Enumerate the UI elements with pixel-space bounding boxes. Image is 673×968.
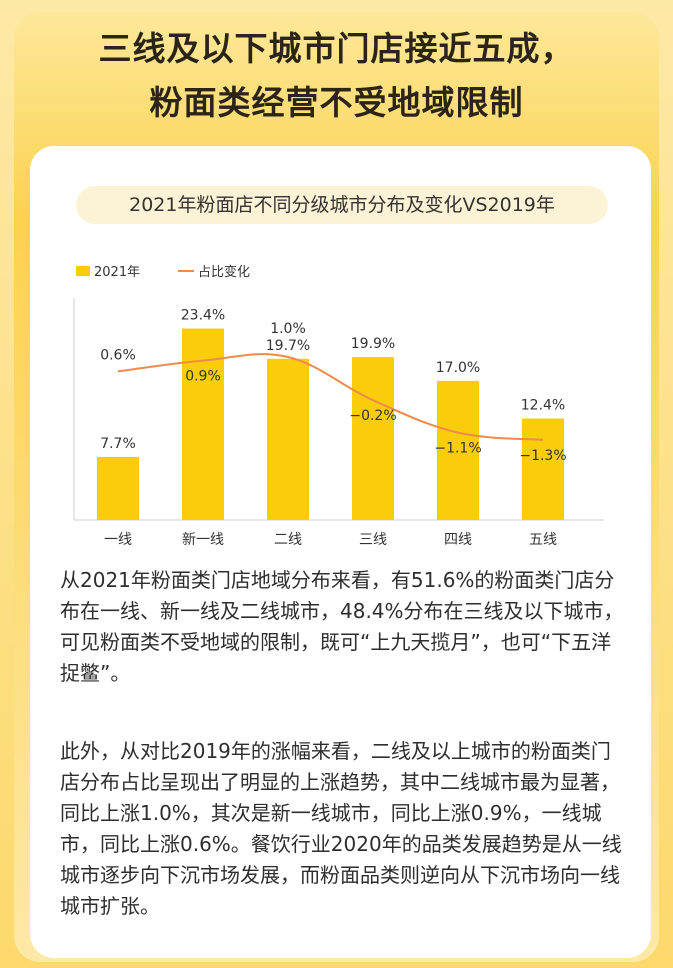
- content-panel: [30, 146, 651, 958]
- chart-title: 2021年粉面店不同分级城市分布及变化VS2019年: [129, 194, 555, 216]
- line-value-label: −0.2%: [349, 408, 396, 424]
- bar-value-label: 23.4%: [181, 307, 225, 323]
- line-value-label: −1.3%: [519, 448, 566, 464]
- legend-bar-swatch: [76, 266, 90, 276]
- legend-line-label: 占比变化: [198, 264, 250, 280]
- bar-line-chart: 2021年 占比变化 7.7% 一线 23.4% 新一线 19.7% 二线 19.9% 三线 17.…: [73, 264, 604, 548]
- line-series-change: [117, 353, 544, 441]
- chart-title-pill: [76, 186, 608, 224]
- paragraph-1: 从2021年粉面类门店地域分布来看，有51.6%的粉面类门店分布在一线、新一线及…: [60, 568, 624, 685]
- category-label: 四线: [444, 532, 472, 548]
- line-value-label: −1.1%: [434, 441, 481, 457]
- category-label: 五线: [529, 532, 557, 548]
- bar-value-label: 12.4%: [521, 398, 565, 414]
- bar-3: [267, 358, 309, 520]
- bar-value-label: 19.7%: [266, 338, 310, 354]
- paragraph-2: 此外，从对比2019年的涨幅来看，二线及以上城市的粉面类门店分布占比呈现出了明显…: [60, 739, 622, 918]
- category-label: 二线: [274, 532, 302, 548]
- bar-1: [97, 456, 139, 520]
- category-label: 三线: [359, 532, 387, 548]
- line-value-label: 0.9%: [185, 369, 221, 385]
- category-label: 一线: [104, 532, 132, 548]
- bar-4: [352, 357, 394, 520]
- legend-bar-label: 2021年: [94, 265, 140, 280]
- line-value-label: 0.6%: [100, 347, 136, 363]
- bar-5: [437, 380, 479, 520]
- headline-line-1: 三线及以下城市门店接近五成，: [98, 29, 575, 68]
- headline: 三线及以下城市门店接近五成， 粉面类经营不受地域限制: [14, 22, 659, 130]
- headline-line-2: 粉面类经营不受地域限制: [149, 83, 524, 122]
- category-label: 新一线: [182, 532, 224, 548]
- bar-value-label: 7.7%: [100, 436, 136, 452]
- bar-2: [182, 328, 224, 520]
- bar-6: [522, 418, 564, 520]
- bar-value-label: 17.0%: [436, 360, 480, 376]
- bar-value-label: 19.9%: [351, 336, 395, 352]
- line-value-label: 1.0%: [270, 321, 306, 337]
